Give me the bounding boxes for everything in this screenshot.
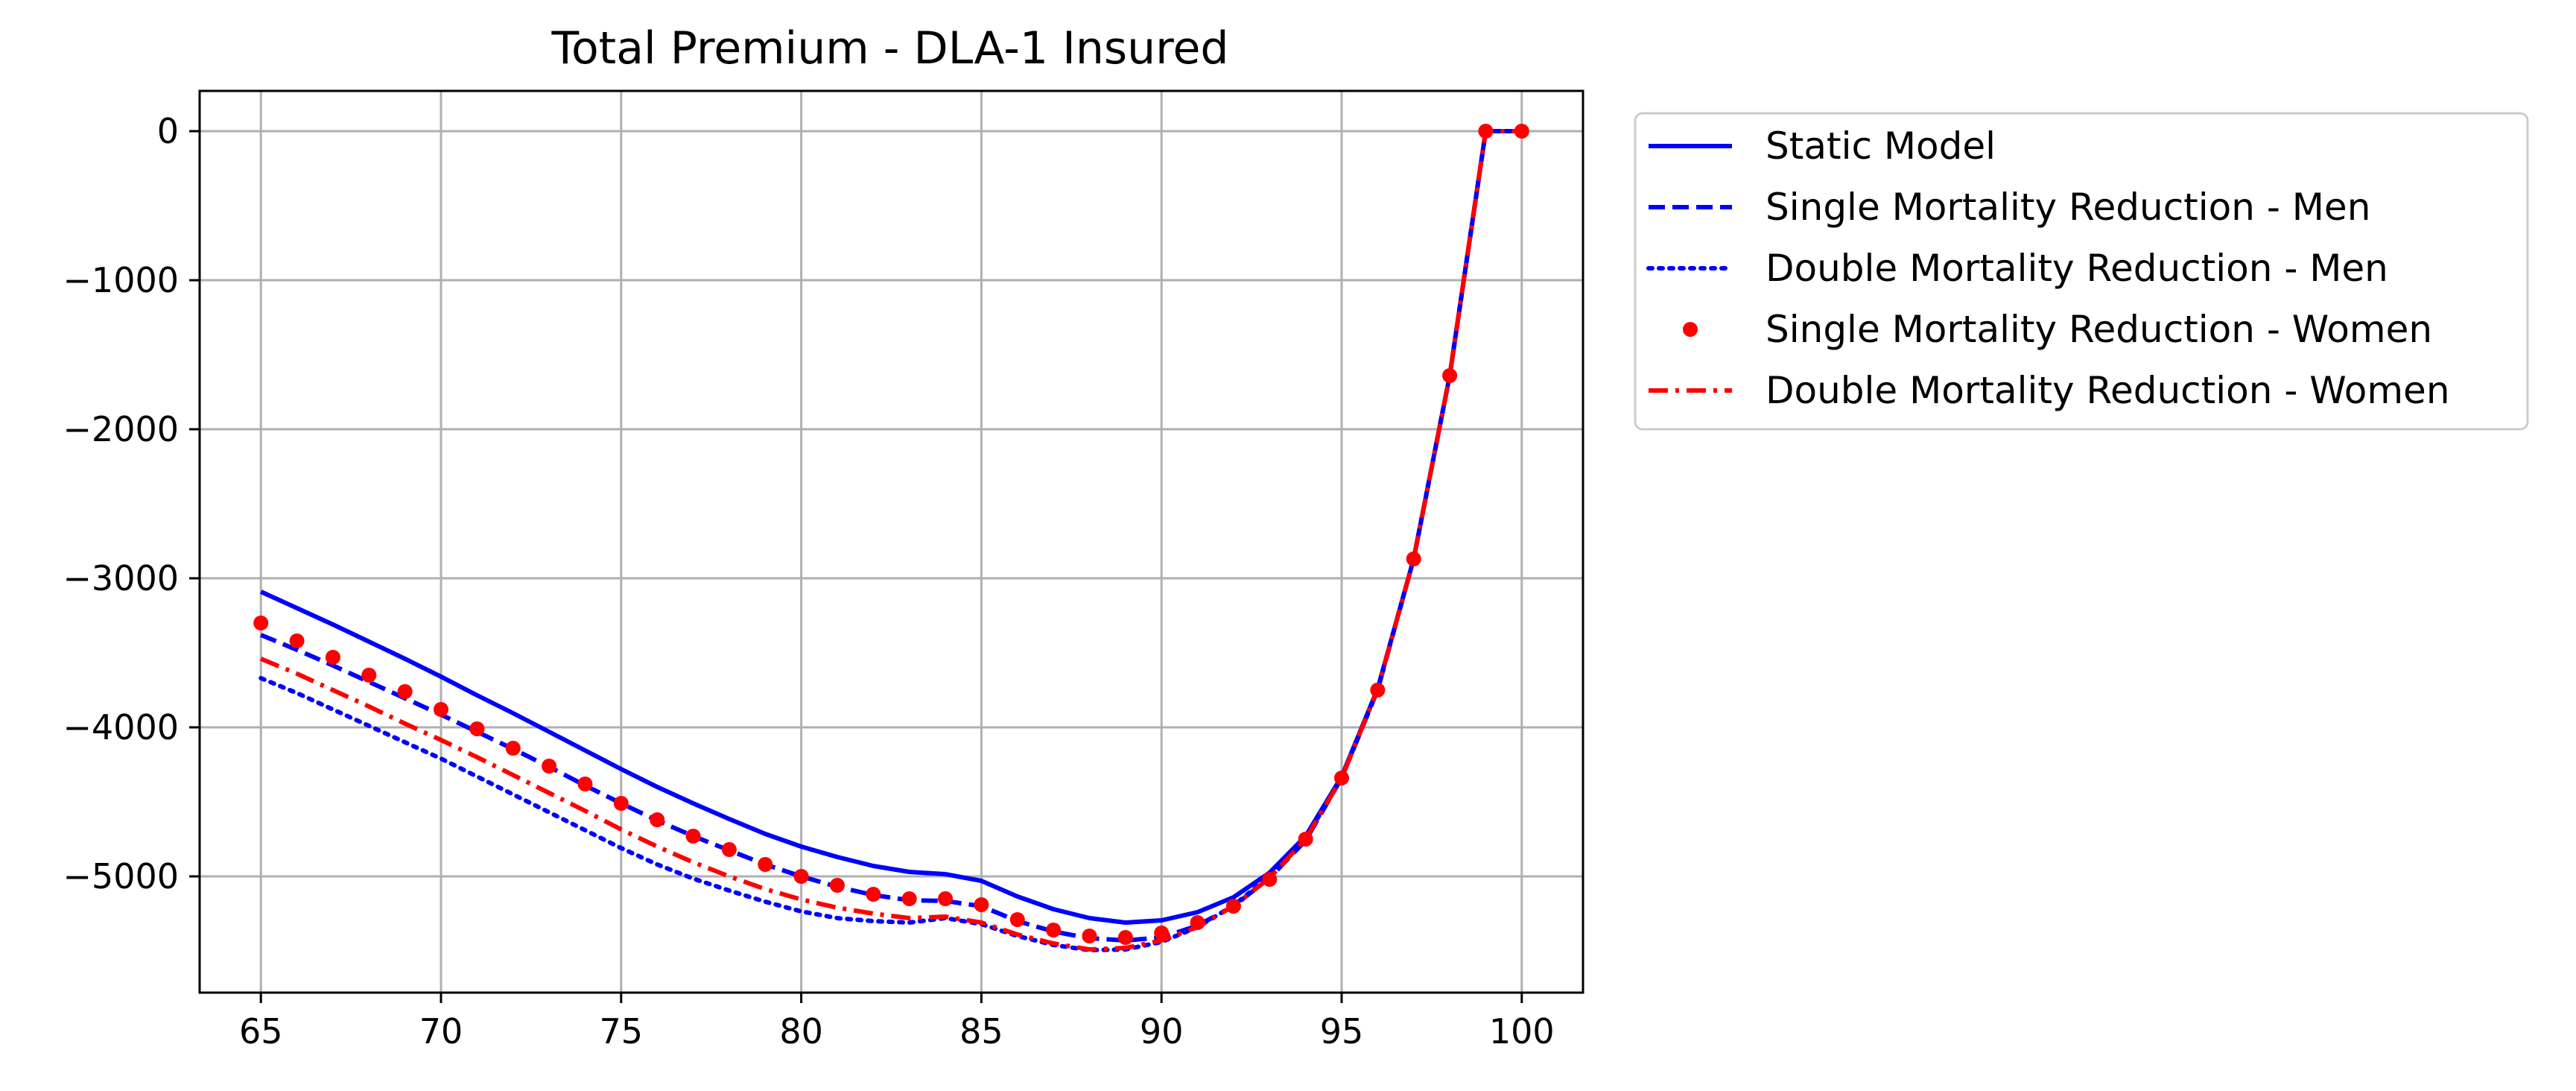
series-group (253, 124, 1529, 952)
data-point (1406, 551, 1421, 566)
series-line (260, 129, 1522, 943)
x-tick-label: 100 (1489, 1011, 1555, 1052)
legend-label: Single Mortality Reduction - Women (1766, 308, 2432, 351)
data-point (974, 897, 989, 912)
chart-title: Total Premium - DLA-1 Insured (551, 22, 1229, 75)
data-point (1046, 923, 1062, 937)
legend-label: Double Mortality Reduction - Women (1766, 369, 2450, 412)
x-tick-label: 85 (959, 1011, 1003, 1052)
series-3 (258, 129, 1524, 952)
y-tick-label: −3000 (63, 558, 179, 598)
x-tick-label: 80 (779, 1011, 823, 1052)
legend: Static Model Single Mortality Reduction -… (1634, 112, 2529, 431)
data-point (397, 684, 413, 699)
data-point (1082, 929, 1097, 943)
series-4 (253, 124, 1529, 945)
x-tick-label: 70 (419, 1011, 463, 1052)
y-tick-label: −1000 (63, 260, 179, 300)
x-tick-label: 65 (239, 1011, 283, 1052)
y-tick-label: −4000 (63, 707, 179, 747)
y-tick-label: 0 (157, 111, 179, 151)
data-point (434, 702, 449, 717)
series-2 (260, 129, 1522, 943)
data-point (829, 878, 845, 893)
series-line (258, 129, 1524, 952)
data-point (361, 668, 377, 683)
series-line (259, 129, 1522, 925)
data-point (325, 650, 340, 665)
data-point (650, 812, 665, 827)
data-point (1333, 771, 1349, 785)
data-point (866, 887, 881, 902)
y-tick-label: −5000 (63, 856, 179, 896)
legend-label: Double Mortality Reduction - Men (1766, 247, 2388, 290)
data-point (505, 741, 521, 756)
data-point (613, 796, 629, 811)
plot-frame (198, 89, 1584, 994)
grid (200, 91, 1583, 993)
data-point (289, 633, 305, 648)
series-1 (259, 129, 1522, 925)
y-tick-label: −2000 (63, 409, 179, 449)
data-point (685, 829, 701, 844)
data-point (758, 857, 773, 872)
data-point (469, 721, 485, 736)
axes: 65 70 75 80 85 90 95 100 0 −1000 −2000 −3000 −4000 −5… (63, 89, 1584, 1052)
data-point (721, 842, 737, 857)
x-tick-label: 75 (600, 1011, 644, 1052)
legend-label: Single Mortality Reduction - Men (1766, 186, 2370, 229)
data-point (1009, 912, 1025, 927)
series-line (260, 129, 1522, 952)
data-point (793, 869, 809, 884)
data-point (542, 759, 557, 774)
legend-box (1634, 112, 2529, 431)
data-point (1117, 930, 1133, 945)
data-point (1442, 368, 1458, 383)
data-point (901, 891, 917, 906)
data-point (938, 891, 954, 906)
x-tick-label: 95 (1320, 1011, 1364, 1052)
series-5 (260, 129, 1522, 952)
legend-label: Static Model (1766, 124, 1996, 168)
data-point (577, 777, 593, 791)
legend-marker (1683, 322, 1698, 337)
x-tick-label: 90 (1140, 1011, 1184, 1052)
data-point (253, 616, 269, 630)
